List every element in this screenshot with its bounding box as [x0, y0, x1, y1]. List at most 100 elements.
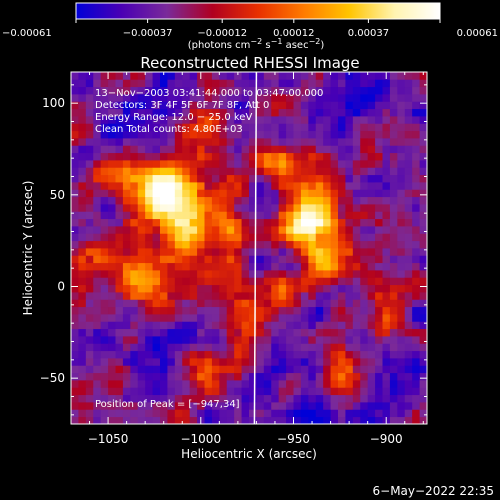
heatmap-cell	[419, 321, 427, 330]
heatmap-cell	[375, 123, 383, 132]
heatmap-cell	[300, 255, 309, 264]
heatmap-cell	[160, 94, 168, 102]
heatmap-cell	[108, 321, 116, 330]
heatmap-cell	[122, 409, 131, 418]
heatmap-cell	[152, 94, 161, 102]
heatmap-cell	[137, 130, 146, 139]
heatmap-cell	[167, 343, 176, 352]
heatmap-cell	[122, 240, 131, 249]
colorbar-unit-label: (photons cm−2 s−1 asec−2)	[188, 37, 325, 51]
heatmap-cell	[137, 328, 146, 337]
heatmap-cell	[323, 387, 331, 396]
heatmap-cell	[174, 152, 183, 161]
heatmap-cell	[345, 240, 354, 249]
heatmap-cell	[367, 218, 376, 227]
heatmap-cell	[93, 204, 102, 212]
heatmap-cell	[167, 240, 176, 249]
heatmap-cell	[189, 123, 198, 132]
heatmap-cell	[263, 130, 272, 139]
heatmap-cell	[85, 130, 94, 139]
heatmap-cell	[137, 226, 146, 234]
heatmap-cell	[226, 204, 235, 212]
heatmap-cell	[271, 116, 280, 124]
heatmap-cell	[93, 218, 102, 227]
heatmap-cell	[360, 233, 369, 242]
heatmap-cell	[286, 174, 294, 183]
heatmap-cell	[167, 108, 176, 117]
heatmap-cell	[249, 182, 257, 190]
heatmap-cell	[412, 123, 420, 132]
heatmap-cell	[160, 387, 168, 396]
heatmap-cell	[122, 343, 131, 352]
heatmap-cell	[167, 218, 176, 227]
heatmap-cell	[278, 79, 287, 88]
heatmap-cell	[182, 328, 191, 337]
heatmap-cell	[160, 255, 168, 264]
heatmap-cell	[360, 402, 369, 410]
heatmap-cell	[100, 409, 109, 418]
heatmap-cell	[278, 86, 287, 95]
heatmap-cell	[122, 204, 131, 212]
heatmap-cell	[78, 248, 87, 256]
heatmap-cell	[241, 174, 250, 183]
heatmap-cell	[234, 270, 242, 278]
heatmap-cell	[412, 270, 420, 278]
heatmap-cell	[78, 211, 87, 220]
heatmap-cell	[197, 233, 205, 242]
heatmap-cell	[189, 292, 198, 300]
heatmap-cell	[122, 248, 131, 256]
heatmap-cell	[345, 248, 354, 256]
heatmap-cell	[315, 343, 324, 352]
heatmap-cell	[108, 328, 116, 337]
heatmap-cell	[226, 270, 235, 278]
heatmap-cell	[345, 116, 354, 124]
heatmap-cell	[100, 101, 109, 110]
heatmap-cell	[115, 358, 124, 366]
heatmap-cell	[122, 218, 131, 227]
heatmap-cell	[152, 174, 161, 183]
heatmap-cell	[211, 116, 220, 124]
heatmap-cell	[137, 306, 146, 315]
heatmap-cell	[152, 167, 161, 176]
heatmap-cell	[352, 204, 361, 212]
heatmap-cell	[397, 138, 406, 146]
heatmap-cell	[338, 233, 346, 242]
heatmap-cell	[256, 101, 265, 110]
heatmap-cell	[300, 116, 309, 124]
heatmap-cell	[160, 292, 168, 300]
heatmap-cell	[108, 189, 116, 198]
heatmap-cell	[211, 365, 220, 374]
heatmap-cell	[256, 394, 265, 403]
heatmap-cell	[152, 372, 161, 381]
heatmap-cell	[152, 270, 161, 278]
heatmap-cell	[360, 160, 369, 168]
heatmap-cell	[145, 79, 153, 88]
heatmap-cell	[204, 416, 213, 424]
heatmap-cell	[241, 196, 250, 205]
heatmap-cell	[189, 101, 198, 110]
heatmap-cell	[130, 123, 139, 132]
heatmap-cell	[293, 365, 302, 374]
heatmap-cell	[278, 116, 287, 124]
heatmap-cell	[278, 284, 287, 293]
heatmap-cell	[152, 284, 161, 293]
heatmap-cell	[219, 328, 228, 337]
heatmap-cell	[78, 262, 87, 271]
heatmap-cell	[78, 394, 87, 403]
heatmap-cell	[211, 284, 220, 293]
heatmap-cell	[389, 343, 398, 352]
heatmap-cell	[367, 255, 376, 264]
heatmap-cell	[293, 314, 302, 322]
heatmap-cell	[115, 314, 124, 322]
heatmap-cell	[360, 277, 369, 286]
heatmap-cell	[122, 365, 131, 374]
heatmap-cell	[100, 284, 109, 293]
heatmap-cell	[78, 270, 87, 278]
heatmap-cell	[115, 292, 124, 300]
heatmap-cell	[315, 255, 324, 264]
heatmap-cell	[419, 372, 427, 381]
heatmap-cell	[397, 174, 406, 183]
heatmap-cell	[397, 262, 406, 271]
heatmap-cell	[182, 270, 191, 278]
heatmap-cell	[93, 262, 102, 271]
